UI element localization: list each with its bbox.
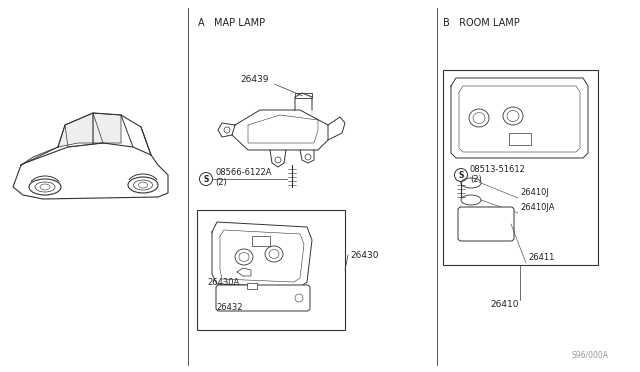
Text: 26439: 26439 <box>240 74 269 83</box>
Text: (2): (2) <box>215 178 227 187</box>
Text: (2): (2) <box>470 175 482 184</box>
Text: 26411: 26411 <box>528 253 554 262</box>
Text: A   MAP LAMP: A MAP LAMP <box>198 18 265 28</box>
Text: S: S <box>204 174 209 183</box>
Text: S96/000A: S96/000A <box>572 351 609 360</box>
Text: 26430A: 26430A <box>207 278 239 287</box>
FancyBboxPatch shape <box>216 285 310 311</box>
Bar <box>443 70 598 265</box>
Bar <box>247 283 257 289</box>
Text: S: S <box>458 170 464 180</box>
Bar <box>509 133 531 145</box>
Bar <box>295 93 312 98</box>
Text: 26410JA: 26410JA <box>520 203 554 212</box>
Bar <box>197 210 345 330</box>
Polygon shape <box>93 113 121 143</box>
Text: 26432: 26432 <box>216 303 243 312</box>
Bar <box>252 236 270 246</box>
FancyBboxPatch shape <box>458 207 514 241</box>
Text: 26410: 26410 <box>490 300 518 309</box>
Text: 08513-51612: 08513-51612 <box>470 165 526 174</box>
Text: 26410J: 26410J <box>520 188 549 197</box>
Polygon shape <box>58 113 93 147</box>
Text: B   ROOM LAMP: B ROOM LAMP <box>443 18 520 28</box>
Text: 26430: 26430 <box>350 250 378 260</box>
Text: 08566-6122A: 08566-6122A <box>215 168 271 177</box>
